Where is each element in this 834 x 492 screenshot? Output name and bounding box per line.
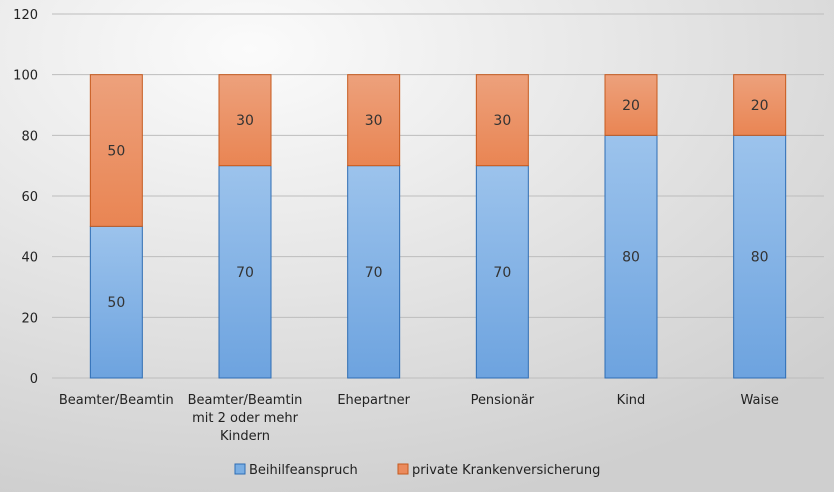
legend: Beihilfeanspruch private Krankenversicher… — [234, 463, 600, 478]
bar-segment — [218, 165, 272, 379]
y-tick-label: 0 — [30, 372, 38, 387]
data-label: 50 — [107, 295, 125, 311]
data-label: 70 — [365, 265, 383, 281]
data-label: 80 — [751, 250, 769, 266]
data-label: 50 — [107, 144, 125, 160]
bar-segment — [347, 165, 401, 379]
x-category-line: Beamter/Beamtin — [188, 393, 303, 408]
x-category-line: Pensionär — [471, 393, 535, 408]
bar-segment — [218, 74, 272, 167]
y-axis-ticks: 0 20 40 60 80 100 120 — [13, 8, 38, 387]
legend-swatch — [397, 463, 409, 475]
legend-label: private Krankenversicherung — [412, 463, 600, 478]
data-label: 20 — [622, 98, 640, 114]
x-category-line: mit 2 oder mehr — [192, 411, 298, 426]
data-label: 80 — [622, 250, 640, 266]
data-label: 30 — [365, 113, 383, 129]
bar-segment — [604, 134, 658, 379]
x-category-line: Ehepartner — [337, 393, 410, 408]
x-category-line: Kind — [617, 393, 646, 408]
bar-segment — [604, 74, 658, 136]
x-category-label: Beamter/Beamtin — [59, 393, 174, 408]
bar-segment — [475, 74, 529, 167]
x-category-label: Beamter/Beamtin mit 2 oder mehr Kindern — [188, 393, 303, 444]
bar-segment — [347, 74, 401, 167]
x-axis-categories: Beamter/Beamtin Beamter/Beamtin mit 2 oder… — [59, 393, 779, 444]
x-category-line: Beamter/Beamtin — [59, 393, 174, 408]
y-tick-label: 120 — [13, 8, 38, 23]
x-category-label: Pensionär — [471, 393, 535, 408]
x-category-line: Kindern — [220, 429, 270, 444]
gridlines — [52, 13, 824, 379]
data-label: 30 — [236, 113, 254, 129]
y-tick-label: 60 — [21, 190, 38, 205]
x-category-line: Waise — [740, 393, 778, 408]
data-label: 70 — [493, 265, 511, 281]
y-tick-label: 80 — [21, 129, 38, 144]
legend-swatch — [234, 463, 246, 475]
y-tick-label: 20 — [21, 311, 38, 326]
bar-segment — [89, 74, 143, 227]
bar-segment — [733, 74, 787, 136]
bars — [89, 74, 787, 379]
data-label: 20 — [751, 98, 769, 114]
x-category-label: Kind — [617, 393, 646, 408]
legend-label: Beihilfeanspruch — [249, 463, 358, 478]
bar-segment — [475, 165, 529, 379]
bar-segment — [89, 225, 143, 379]
y-tick-label: 40 — [21, 251, 38, 266]
data-label: 30 — [493, 113, 511, 129]
y-tick-label: 100 — [13, 69, 38, 84]
data-label: 70 — [236, 265, 254, 281]
x-category-label: Waise — [740, 393, 778, 408]
x-category-label: Ehepartner — [337, 393, 410, 408]
bar-segment — [733, 134, 787, 379]
data-labels: 50 50 70 30 70 30 70 30 80 20 80 20 — [107, 98, 768, 311]
